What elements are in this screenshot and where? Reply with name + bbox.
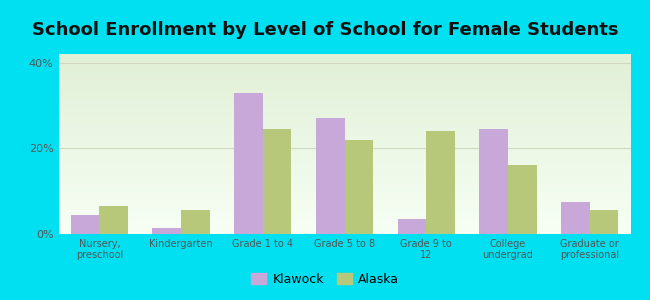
Bar — [398, 219, 426, 234]
Bar — [561, 202, 590, 234]
Bar — [71, 215, 99, 234]
Bar — [263, 129, 291, 234]
Text: School Enrollment by Level of School for Female Students: School Enrollment by Level of School for… — [32, 21, 618, 39]
Bar — [153, 228, 181, 234]
Bar — [426, 131, 455, 234]
Bar — [590, 210, 618, 234]
Legend: Klawock, Alaska: Klawock, Alaska — [246, 268, 404, 291]
Bar — [234, 93, 263, 234]
Bar — [99, 206, 128, 234]
Bar — [508, 165, 536, 234]
Bar — [344, 140, 373, 234]
Bar — [479, 129, 508, 234]
Bar — [316, 118, 344, 234]
Bar — [181, 210, 210, 234]
